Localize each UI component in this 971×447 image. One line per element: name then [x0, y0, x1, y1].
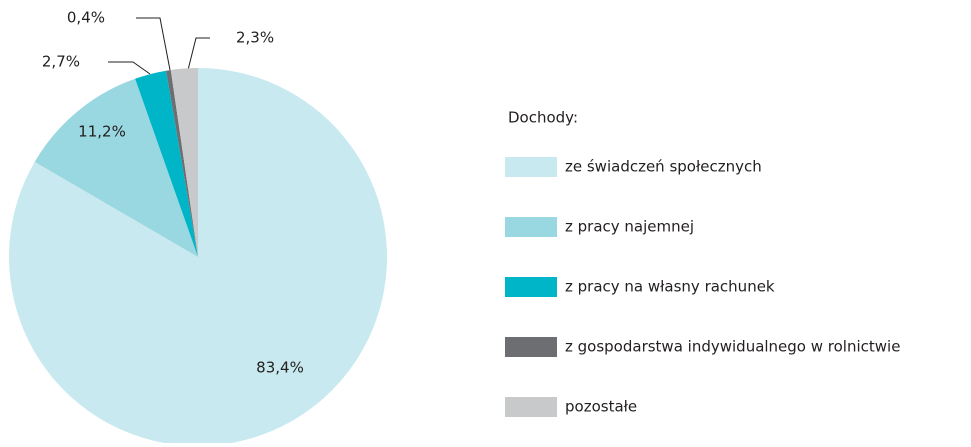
- pie-slice: [9, 68, 388, 447]
- pie-slice: [166, 69, 198, 257]
- legend-label: ze świadczeń społecznych: [565, 158, 762, 176]
- legend-swatch: [505, 337, 557, 357]
- leader-lines: [108, 17, 210, 75]
- leader-line: [187, 37, 210, 71]
- legend-swatch: [505, 277, 557, 297]
- data-label: 2,7%: [42, 53, 80, 71]
- pie-slice: [135, 70, 198, 258]
- legend-label: pozostałe: [565, 398, 637, 416]
- legend-swatch: [505, 397, 557, 417]
- leader-line: [108, 61, 151, 75]
- pie-slice: [170, 68, 198, 257]
- pie-slice: [34, 78, 198, 258]
- legend-label: z pracy najemnej: [565, 218, 694, 236]
- data-label: 83,4%: [256, 359, 304, 377]
- data-label: 11,2%: [78, 123, 126, 141]
- legend-label: z pracy na własny rachunek: [565, 278, 775, 296]
- data-label: 0,4%: [67, 9, 105, 27]
- legend-swatch: [505, 217, 557, 237]
- data-label: 2,3%: [236, 29, 274, 47]
- leader-line: [136, 17, 171, 71]
- legend-swatch: [505, 157, 557, 177]
- legend-title: Dochody:: [508, 109, 578, 127]
- legend-label: z gospodarstwa indywidualnego w rolnictw…: [565, 338, 900, 356]
